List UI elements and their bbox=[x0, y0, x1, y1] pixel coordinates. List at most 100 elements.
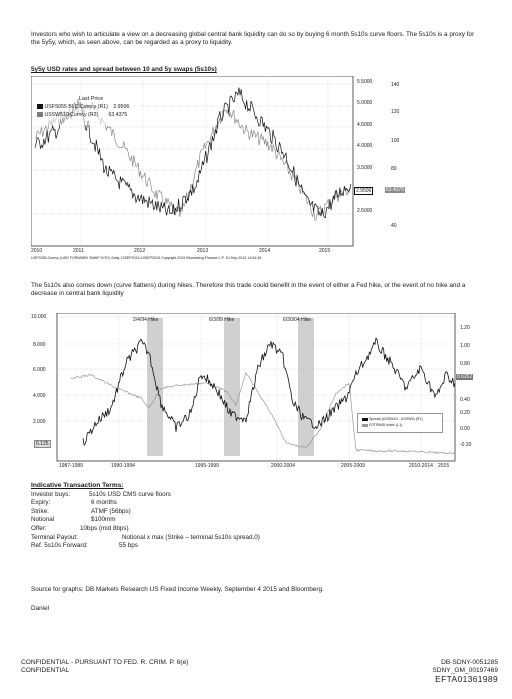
legend-name-r1: USFS055 BLC Curncy (R1) bbox=[44, 104, 108, 110]
r2-tick: 40 bbox=[391, 223, 397, 229]
left-tick: 4.000 bbox=[33, 393, 46, 399]
legend-item-r2: USSW510 Curncy (R2) 63.4375 bbox=[37, 112, 127, 118]
x2-tick: 1995-1999 bbox=[195, 463, 219, 469]
right-tick: -0.20 bbox=[460, 442, 472, 448]
legend-item-fdtr: FDTRMID Index (L1) bbox=[362, 423, 402, 427]
x-tick: 2015 bbox=[319, 248, 331, 254]
r2-current-label: 63.4375 bbox=[385, 187, 406, 193]
legend-name-spread: Spread (USSW10 - USSW5) (R1) bbox=[369, 417, 423, 421]
x2-tick: 1987-1989 bbox=[59, 463, 83, 469]
hike-label-2004: 6/30/04 Hike bbox=[283, 317, 312, 323]
terms-value: ATMF (56bps) bbox=[91, 507, 131, 515]
x-tick: 2014 bbox=[259, 248, 271, 254]
r2-tick: 100 bbox=[391, 138, 400, 144]
x-tick: 2011 bbox=[73, 248, 84, 254]
terms-value: 5s10s USD CMS curve floors bbox=[89, 490, 171, 498]
legend-name-r2: USSW510 Curncy (R2) bbox=[44, 112, 99, 118]
r1-tick: 4.5000 bbox=[357, 122, 373, 128]
hike-label-1999: 6/3/99 Hike bbox=[209, 317, 235, 323]
left-current-label: 0.125 bbox=[34, 440, 51, 448]
chart1-source: USFS055 Curncy (USD FORWARD SWAP 5Y5Y) D… bbox=[31, 256, 262, 260]
chart2: 2/4/94 Hike 6/3/99 Hike 6/30/04 Hike 10.… bbox=[31, 312, 481, 473]
right-tick: 0.20 bbox=[460, 410, 470, 416]
footer-right: DB-SDNY-0051285 SDNY_GM_00197469 EFTA013… bbox=[432, 659, 498, 684]
spread-line bbox=[82, 337, 456, 446]
legend-header: Last Price bbox=[78, 96, 104, 102]
transaction-terms: Indicative Transaction Terms: Investor b… bbox=[31, 482, 391, 551]
r1-tick: 2.5000 bbox=[357, 208, 373, 214]
footer-confidential-pursuant: CONFIDENTIAL - PURSUANT TO FED. R. CRIM.… bbox=[21, 659, 189, 666]
terms-row: Notional $100mm bbox=[31, 516, 391, 525]
legend-swatch-fdtr bbox=[362, 423, 368, 427]
terms-label: Strike: bbox=[31, 507, 49, 515]
terms-label: Ref. 5s10s Forward: bbox=[31, 542, 88, 550]
terms-label: Notional bbox=[31, 516, 55, 524]
r2-tick: 80 bbox=[391, 166, 397, 172]
footer-confidential: CONFIDENTIAL bbox=[21, 667, 70, 675]
terms-row: Investor buys: 5s10s USD CMS curve floor… bbox=[31, 491, 391, 500]
left-tick: 8.000 bbox=[33, 342, 46, 348]
legend-item-spread: Spread (USSW10 - USSW5) (R1) bbox=[362, 417, 423, 421]
legend-swatch-spread bbox=[362, 417, 368, 421]
terms-label: Offer: bbox=[31, 524, 47, 532]
terms-label: Terminal Payout: bbox=[31, 533, 78, 541]
right-tick: 1.00 bbox=[460, 343, 470, 349]
terms-row: Terminal Payout: Notional x max (Strike … bbox=[31, 534, 391, 543]
r2-tick: 120 bbox=[391, 109, 400, 115]
signature: Daniel bbox=[31, 605, 50, 612]
footer-left: CONFIDENTIAL - PURSUANT TO FED. R. CRIM.… bbox=[21, 659, 188, 675]
terms-heading: Indicative Transaction Terms: bbox=[31, 482, 124, 489]
x-tick: 2012 bbox=[134, 248, 146, 254]
right-tick: 0.40 bbox=[460, 397, 470, 403]
r1-tick: 3.5000 bbox=[357, 165, 373, 171]
terms-row: Strike: ATMF (56bps) bbox=[31, 508, 391, 517]
right-tick: 1.20 bbox=[460, 325, 470, 331]
source-line: Source for graphs: DB Markets Research U… bbox=[31, 586, 324, 593]
r1-tick: 5.0000 bbox=[357, 100, 373, 106]
terms-row: Offer: 10bps (mid 8bps) bbox=[31, 525, 391, 534]
footer-bates-2: SDNY_GM_00197469 bbox=[432, 667, 498, 675]
left-tick: 10.000 bbox=[31, 314, 47, 320]
r2-tick: 140 bbox=[391, 82, 400, 88]
legend-value-r2: 63.4375 bbox=[108, 112, 128, 118]
terms-value: Notional x max (Strike – terminal 5s10s … bbox=[122, 533, 260, 541]
legend-value-r1: 2.9506 bbox=[113, 104, 130, 110]
fed-funds-line bbox=[70, 371, 456, 455]
x2-tick: 1990-1994 bbox=[111, 463, 135, 469]
footer-efta: EFTA01361989 bbox=[435, 674, 498, 685]
chart2-plot bbox=[56, 312, 456, 462]
r1-tick: 5.5000 bbox=[357, 79, 373, 85]
terms-value: 6 months bbox=[91, 499, 117, 507]
terms-value: 55 bps bbox=[119, 542, 138, 550]
legend-swatch-r1 bbox=[37, 104, 43, 110]
terms-value: 10bps (mid 8bps) bbox=[80, 524, 129, 532]
right-tick: 0.80 bbox=[460, 361, 470, 367]
middle-paragraph: The 5s10s also comes down (curve flatten… bbox=[31, 282, 466, 298]
x2-tick: 2000-2004 bbox=[271, 463, 295, 469]
terms-value: $100mm bbox=[91, 516, 116, 524]
legend-item-r1: USFS055 BLC Curncy (R1) 2.9506 bbox=[37, 104, 129, 110]
r1-current-label: 2.9506 bbox=[354, 187, 374, 195]
hike-label-1994: 2/4/94 Hike bbox=[133, 317, 159, 323]
x2-tick: 2010-2014 bbox=[409, 463, 433, 469]
right-tick: 0.00 bbox=[460, 426, 470, 432]
chart1-title: 5y5y USD rates and spread between 10 and… bbox=[31, 66, 217, 73]
left-tick: 6.000 bbox=[33, 367, 46, 373]
left-tick: 2.000 bbox=[33, 419, 46, 425]
hike-shade-1999 bbox=[224, 318, 240, 456]
right-current-label: 0.6262 bbox=[456, 374, 474, 380]
intro-paragraph: Investors who wish to articulate a view … bbox=[31, 31, 475, 47]
r1-tick: 4.0000 bbox=[357, 143, 373, 149]
x-tick: 2013 bbox=[197, 248, 209, 254]
x-tick: 2010 bbox=[31, 248, 43, 254]
footer-bates-1: DB-SDNY-0051285 bbox=[441, 659, 498, 666]
chart2-legend: Spread (USSW10 - USSW5) (R1) FDTRMID Ind… bbox=[357, 413, 443, 433]
terms-row: Expiry: 6 months bbox=[31, 499, 391, 508]
x2-tick: 2005-2009 bbox=[341, 463, 365, 469]
legend-swatch-r2 bbox=[37, 112, 43, 118]
terms-row: Ref. 5s10s Forward: 55 bps bbox=[31, 542, 391, 551]
hike-shade-1994 bbox=[147, 318, 163, 456]
x2-tick: 2015 bbox=[438, 463, 450, 469]
chart1: Last Price USFS055 BLC Curncy (R1) 2.950… bbox=[30, 75, 427, 262]
hike-shade-2004 bbox=[298, 318, 314, 456]
